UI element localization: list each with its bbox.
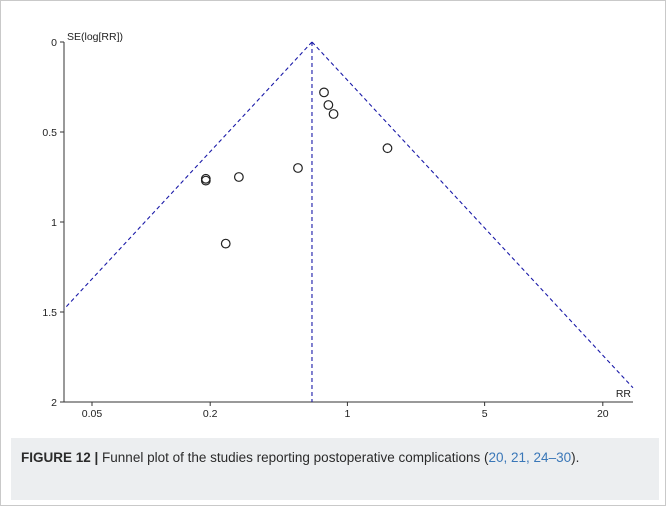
funnel-plot: 0 0.5 1 1.5 2 0.05 0.2 1 5 20 SE(log[RR]) RR <box>42 31 634 420</box>
study-point <box>328 109 339 119</box>
study-point <box>323 100 334 110</box>
study-points <box>200 87 393 249</box>
study-point <box>382 143 393 154</box>
x-tick-label: 1 <box>344 408 350 420</box>
funnel-left-boundary <box>63 41 313 310</box>
funnel-right-boundary <box>311 41 634 389</box>
y-tick-label: 0 <box>51 37 57 49</box>
caption-label: FIGURE 12 | <box>21 450 99 465</box>
y-tick-label: 1.5 <box>42 307 57 319</box>
y-tick-label: 1 <box>51 217 57 229</box>
study-point <box>293 163 303 173</box>
study-point <box>200 175 211 186</box>
plot-axes: 0 0.5 1 1.5 2 0.05 0.2 1 5 20 <box>42 37 633 420</box>
caption-text: Funnel plot of the studies reporting pos… <box>98 450 489 465</box>
x-tick-label: 0.2 <box>203 408 218 420</box>
funnel-guides <box>63 41 634 402</box>
caption-end: ). <box>571 450 580 465</box>
x-tick-label: 5 <box>482 408 488 420</box>
figure-caption: FIGURE 12 | Funnel plot of the studies r… <box>11 438 659 500</box>
y-tick-label: 2 <box>51 397 57 409</box>
study-point <box>233 172 244 182</box>
y-tick-label: 0.5 <box>42 127 57 139</box>
study-point <box>319 87 329 98</box>
x-tick-label: 0.05 <box>82 408 103 420</box>
caption-references: 20, 21, 24–30 <box>488 450 572 465</box>
study-point <box>220 238 231 249</box>
x-axis-label: RR <box>616 388 632 400</box>
x-tick-label: 20 <box>597 408 609 420</box>
y-axis-label: SE(log[RR]) <box>67 31 123 43</box>
